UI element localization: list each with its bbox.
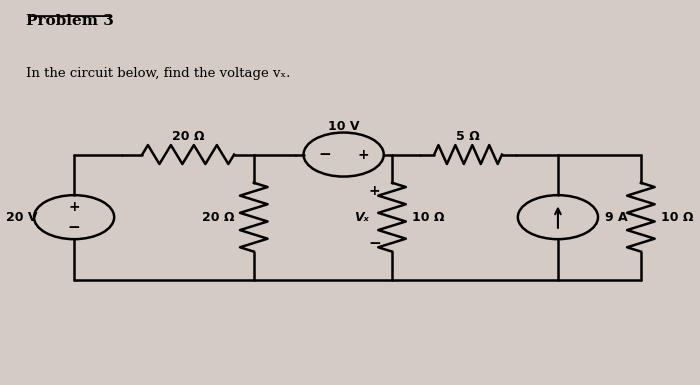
- Text: −: −: [368, 236, 381, 251]
- Text: +: +: [357, 147, 369, 162]
- Text: 20 Ω: 20 Ω: [202, 211, 234, 224]
- Text: Problem 3: Problem 3: [26, 14, 113, 28]
- Text: 10 V: 10 V: [328, 120, 359, 132]
- Text: 20 V: 20 V: [6, 211, 38, 224]
- Text: +: +: [369, 184, 381, 198]
- Text: 10 Ω: 10 Ω: [412, 211, 444, 224]
- Text: −: −: [68, 220, 80, 235]
- Text: 20 Ω: 20 Ω: [172, 130, 204, 143]
- Text: 9 A: 9 A: [605, 211, 627, 224]
- Text: +: +: [69, 199, 80, 214]
- Text: 10 Ω: 10 Ω: [661, 211, 693, 224]
- Text: −: −: [318, 147, 331, 162]
- Text: 5 Ω: 5 Ω: [456, 130, 480, 143]
- Text: In the circuit below, find the voltage vₓ.: In the circuit below, find the voltage v…: [26, 67, 290, 80]
- Text: Vₓ: Vₓ: [354, 211, 368, 224]
